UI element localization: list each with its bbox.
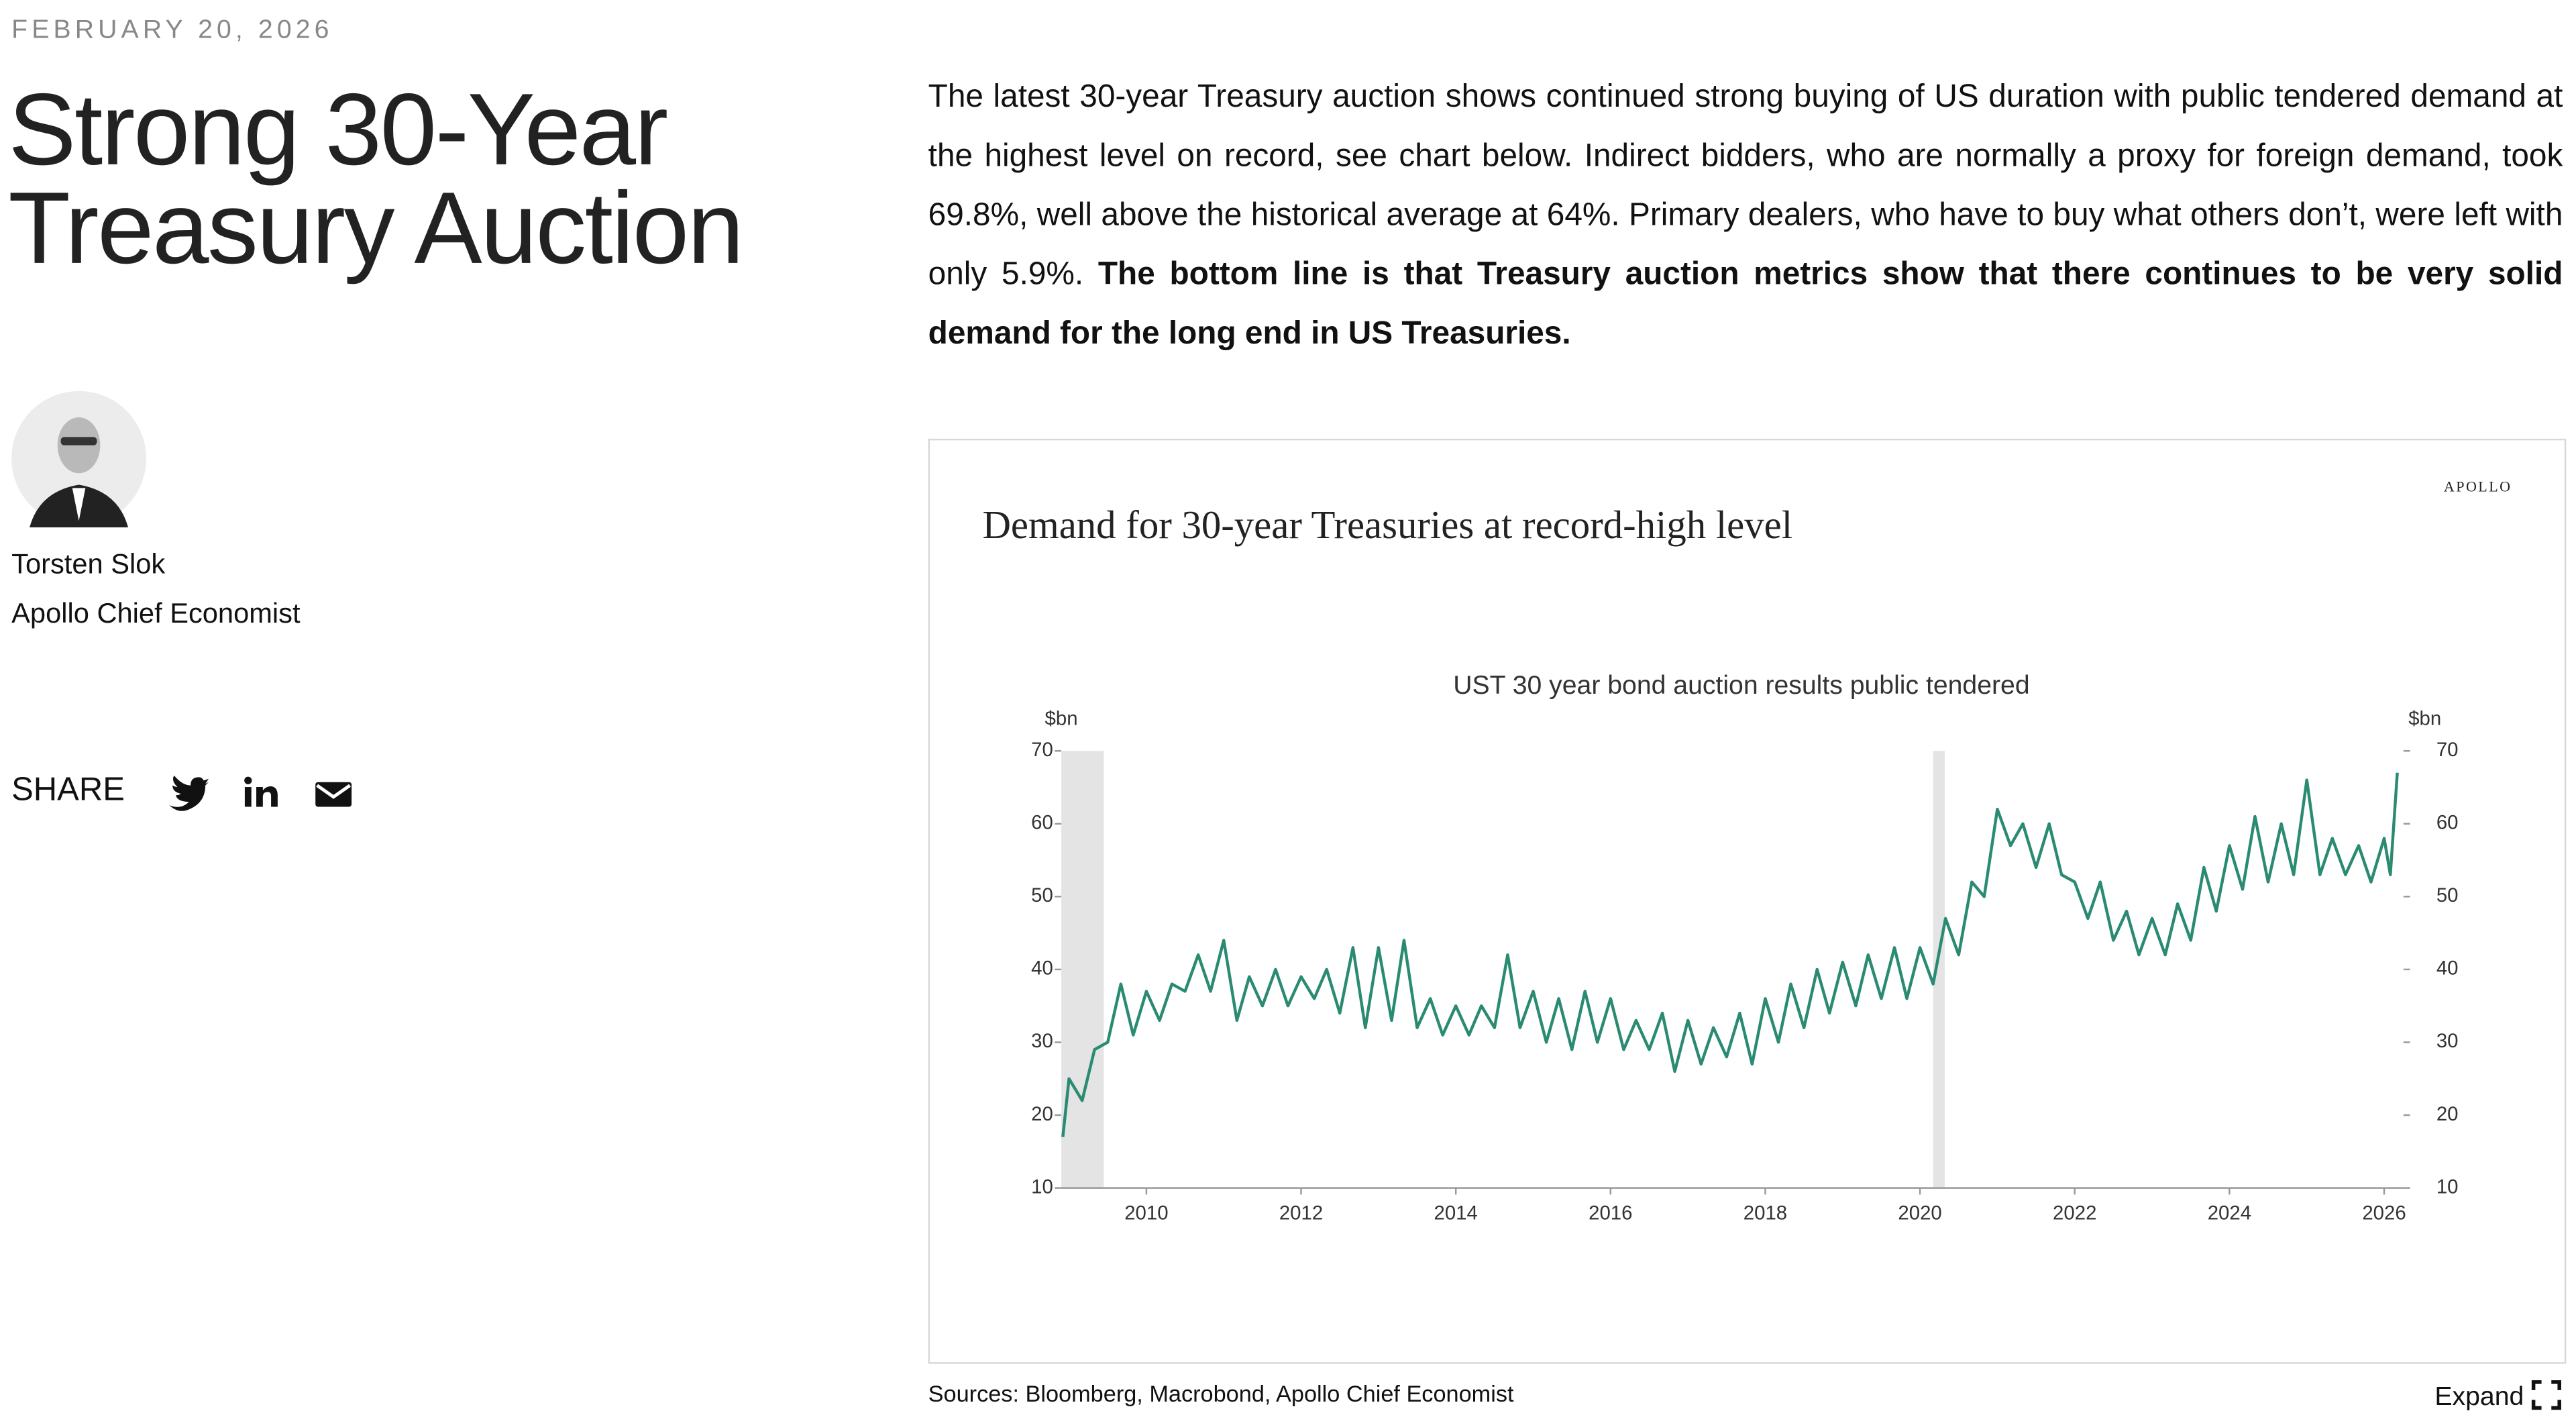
y-tick-label: 60	[1031, 812, 1053, 834]
x-tick-label: 2018	[1743, 1202, 1787, 1224]
y-tick-label: 30	[1031, 1030, 1053, 1052]
email-icon[interactable]	[315, 782, 352, 807]
x-tick-label: 2012	[1279, 1202, 1323, 1224]
y2-tick-label: 20	[2436, 1103, 2459, 1125]
chart-title: Demand for 30-year Treasuries at record-…	[982, 503, 1792, 547]
linkedin-icon[interactable]	[244, 776, 278, 807]
y2-tick-label: 10	[2436, 1175, 2459, 1198]
y2-tick-label: 60	[2436, 812, 2459, 834]
y-tick-label: 40	[1031, 957, 1053, 980]
author-name: Torsten Slok	[11, 548, 166, 580]
expand-label[interactable]: Expand	[2434, 1383, 2524, 1412]
date: FEBRUARY 20, 2026	[11, 16, 333, 45]
x-tick-label: 2026	[2362, 1202, 2406, 1224]
article-text: The latest 30-year Treasury auction show…	[928, 78, 2563, 293]
y-unit: $bn	[1045, 707, 1078, 729]
x-tick-label: 2014	[1434, 1202, 1477, 1224]
twitter-icon[interactable]	[169, 775, 209, 811]
y2-tick-label: 40	[2436, 957, 2459, 980]
chart-subtitle: UST 30 year bond auction results public …	[1453, 671, 2029, 700]
brand: APOLLO	[2444, 478, 2512, 494]
y2-tick-label: 70	[2436, 739, 2459, 761]
chart: Demand for 30-year Treasuries at record-…	[928, 438, 2567, 1364]
y-tick-label: 70	[1031, 739, 1053, 761]
shaded-period	[1061, 751, 1104, 1188]
headline: Strong 30-Year Treasury Auction	[8, 74, 744, 286]
y2-unit: $bn	[2408, 707, 2441, 729]
series-line	[1061, 772, 2399, 1137]
y-tick-label: 50	[1031, 884, 1053, 906]
share-label: SHARE	[11, 772, 125, 808]
chart-source: Sources: Bloomberg, Macrobond, Apollo Ch…	[928, 1380, 1514, 1407]
author-role: Apollo Chief Economist	[11, 598, 301, 629]
y2-tick-label: 30	[2436, 1030, 2459, 1052]
share-icons	[169, 775, 352, 811]
y-tick-label: 10	[1031, 1175, 1053, 1198]
article-bold: The bottom line is that Treasury auction…	[928, 256, 2563, 352]
x-tick-label: 2010	[1124, 1202, 1168, 1224]
y2-tick-label: 50	[2436, 884, 2459, 906]
expand-icon[interactable]	[2530, 1379, 2561, 1410]
x-tick-label: 2022	[2053, 1202, 2096, 1224]
y-tick-label: 20	[1031, 1103, 1053, 1125]
x-tick-label: 2024	[2208, 1202, 2251, 1224]
author-photo	[11, 390, 146, 528]
x-tick-label: 2016	[1589, 1202, 1632, 1224]
shaded-period	[1933, 751, 1945, 1188]
expand-button[interactable]: Expand	[2434, 1379, 2561, 1413]
x-tick-label: 2020	[1898, 1202, 1941, 1224]
article-body: The latest 30-year Treasury auction show…	[928, 67, 2563, 363]
